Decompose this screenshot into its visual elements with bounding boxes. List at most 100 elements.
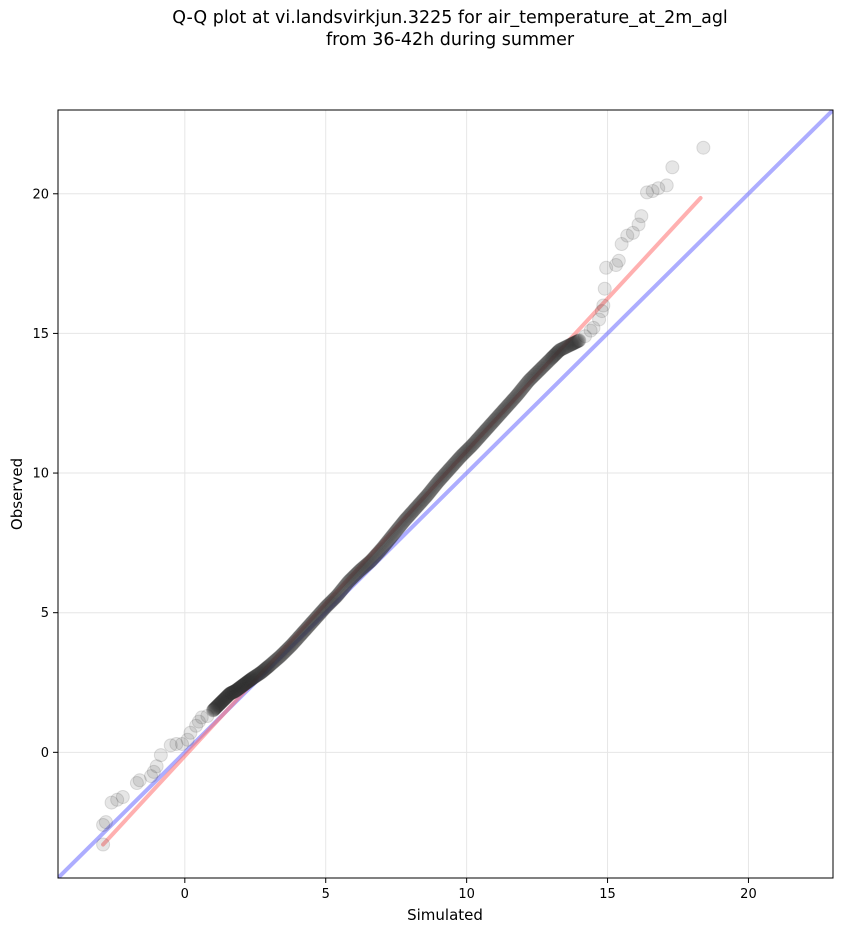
qq-point-dense: [519, 376, 534, 391]
qq-point-dense: [563, 337, 578, 352]
qq-point-dense: [530, 365, 545, 380]
qq-point-dense: [246, 670, 261, 685]
qq-point: [614, 237, 629, 252]
qq-point-dense: [377, 538, 392, 553]
qq-point: [583, 323, 598, 338]
qq-point-dense: [224, 685, 239, 700]
qq-point-dense: [291, 630, 306, 645]
qq-point: [284, 637, 299, 652]
qq-point-dense: [507, 390, 522, 405]
qq-point-dense: [477, 424, 492, 439]
qq-point-dense: [396, 515, 411, 530]
qq-point-dense: [321, 597, 336, 612]
qq-point: [625, 225, 640, 240]
qq-point-dense: [240, 674, 255, 689]
qq-point-dense: [561, 338, 576, 353]
qq-point-dense: [232, 680, 247, 695]
qq-point: [96, 817, 111, 832]
qq-point-dense: [229, 682, 244, 697]
qq-point-dense: [342, 574, 357, 589]
qq-point-dense: [215, 693, 230, 708]
qq-point-dense: [385, 528, 400, 543]
qq-point-dense: [340, 575, 355, 590]
qq-point-dense: [241, 674, 256, 689]
qq-point: [239, 675, 254, 690]
qq-point-dense: [250, 667, 265, 682]
qq-point-dense: [237, 677, 251, 692]
qq-point-dense: [268, 653, 283, 668]
qq-point-dense: [224, 685, 239, 700]
qq-point-dense: [484, 416, 499, 431]
qq-point-dense: [243, 672, 258, 687]
qq-point-dense: [309, 610, 324, 625]
qq-point-dense: [261, 659, 276, 674]
qq-point-dense: [226, 684, 241, 699]
qq-point-dense: [358, 558, 373, 573]
qq-point-dense: [539, 356, 554, 371]
qq-point-dense: [327, 591, 342, 606]
qq-point-dense: [270, 651, 285, 666]
qq-point: [194, 710, 209, 725]
qq-point-dense: [566, 336, 581, 351]
qq-point-dense: [392, 520, 406, 535]
qq-point-dense: [458, 444, 473, 459]
qq-point: [104, 795, 119, 810]
qq-point: [363, 554, 378, 569]
qq-point-dense: [468, 434, 483, 449]
qq-point-dense: [414, 494, 429, 509]
qq-point-dense: [309, 609, 324, 624]
qq-point-dense: [353, 563, 368, 578]
qq-point-dense: [568, 335, 583, 350]
qq-point-dense: [515, 381, 530, 396]
qq-point-dense: [425, 481, 440, 496]
qq-point-dense: [292, 628, 307, 643]
qq-point: [521, 373, 536, 388]
qq-point-dense: [259, 660, 274, 675]
qq-point-dense: [268, 653, 282, 668]
qq-point-dense: [398, 512, 413, 527]
qq-point-dense: [405, 504, 420, 519]
qq-point-dense: [300, 620, 315, 635]
qq-point: [200, 709, 215, 724]
qq-point-dense: [420, 487, 435, 502]
qq-point: [397, 513, 412, 528]
qq-point-dense: [247, 669, 262, 684]
qq-point-dense: [422, 485, 437, 500]
qq-point-dense: [338, 578, 353, 593]
qq-point-dense: [404, 505, 419, 520]
qq-point-dense: [406, 503, 421, 518]
qq-point-dense: [472, 430, 487, 445]
qq-point-dense: [310, 609, 325, 624]
qq-point-dense: [339, 576, 354, 591]
qq-point-dense: [264, 656, 279, 671]
qq-point-dense: [528, 366, 543, 381]
qq-point: [163, 738, 178, 753]
qq-point-dense: [321, 596, 336, 611]
y-tick-label: 0: [41, 746, 49, 761]
qq-point: [149, 759, 164, 774]
qq-point-dense: [252, 666, 267, 681]
qq-point-dense: [396, 514, 411, 529]
qq-point: [169, 736, 184, 751]
qq-point-dense: [474, 428, 489, 443]
qq-point: [191, 714, 206, 729]
qq-point-dense: [241, 674, 256, 689]
qq-point-dense: [313, 605, 328, 620]
qq-point-dense: [305, 615, 320, 630]
plot-frame: [57, 109, 834, 879]
x-tick-label: 20: [740, 887, 757, 902]
qq-point: [651, 181, 666, 196]
qq-point-dense: [462, 441, 477, 456]
qq-point-dense: [225, 685, 240, 700]
qq-point-dense: [354, 561, 369, 576]
qq-point-dense: [348, 567, 363, 582]
qq-point-dense: [370, 546, 385, 561]
qq-point: [544, 351, 559, 366]
qq-point: [217, 692, 232, 707]
qq-point-dense: [391, 521, 406, 536]
qq-point: [307, 612, 322, 627]
qq-point-dense: [220, 689, 235, 704]
qq-point-dense: [367, 549, 382, 564]
qq-point-dense: [263, 658, 278, 673]
qq-point-dense: [536, 358, 551, 373]
